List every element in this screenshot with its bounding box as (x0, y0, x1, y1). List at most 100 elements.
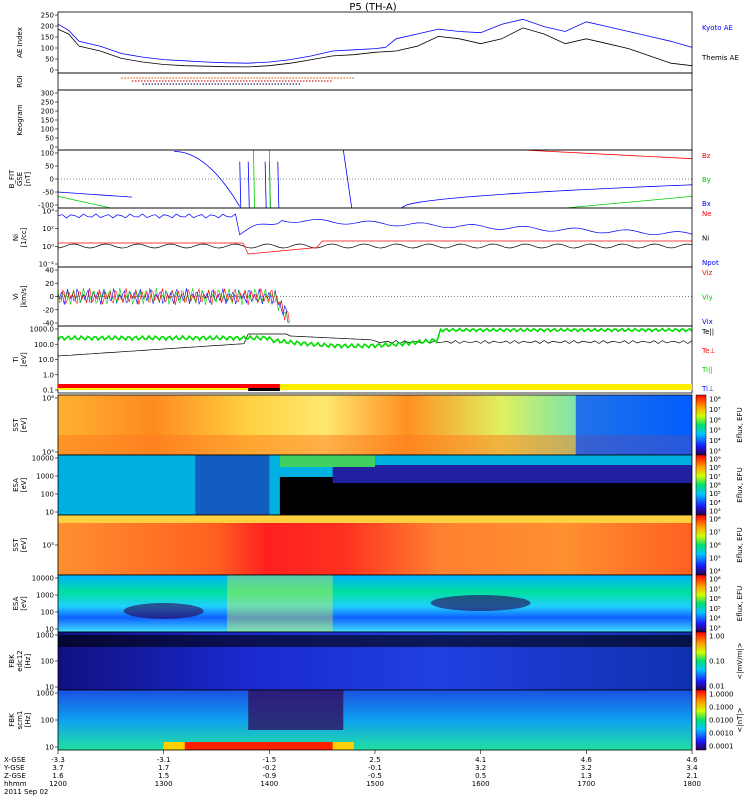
y-tick-label: 100 (41, 717, 54, 725)
colorbar-tick-label: 10⁵ (709, 427, 721, 435)
y-tick-label: 100 (41, 126, 54, 134)
legend-entry: Npot (702, 259, 719, 267)
y-tick-label: 50 (45, 135, 54, 143)
colorbar-tick-label: 10⁸ (709, 464, 721, 472)
legend-entry: Te⊥ (701, 347, 716, 355)
esa-e-band (332, 465, 692, 483)
colorbar-label: <|nT|> (736, 707, 744, 732)
y-axis-label: ESA (12, 478, 20, 492)
x-tick-label: -0.2 (262, 764, 276, 772)
panel-frame (57, 11, 693, 74)
ne-line (58, 240, 692, 255)
x-tick-label: 1400 (260, 780, 278, 788)
y-tick-label: -100 (38, 202, 54, 210)
y-tick-label: 0 (50, 144, 54, 152)
x-tick-label: 1800 (683, 780, 701, 788)
legend-entry: Viy (702, 294, 713, 302)
colorbar-tick-label: 0.10 (709, 658, 725, 666)
y-tick-label: -20 (43, 306, 54, 314)
vi-series-line (57, 287, 290, 324)
bx-spike (239, 161, 242, 209)
esa-e-band (195, 455, 270, 515)
colorbar (695, 454, 707, 516)
legend-entry: Bz (702, 152, 711, 160)
y-tick-label: 0.1 (43, 387, 54, 395)
x-tick-label: 1700 (577, 780, 595, 788)
x-tick-label: 1.7 (158, 764, 169, 772)
colorbar-tick-label: 10³ (709, 508, 721, 516)
x-axis-labels: X-GSE -3.3 -3.1 -1.5 2.5 4.1 4.6 4.6 Y-GSE 3.7 1.7… (3, 750, 701, 796)
y-axis-label: [Hz] (24, 713, 32, 728)
legend-entry: By (702, 176, 711, 184)
ae-series-line (57, 18, 693, 64)
y-tick-label: 10⁵ (42, 449, 54, 457)
x-tick-label: 3.2 (581, 764, 592, 772)
x-tick-label: 1600 (472, 780, 490, 788)
colorbar-tick-label: 10³ (709, 448, 721, 456)
y-axis-label: SST (12, 538, 20, 552)
colorbar-tick-label: 10⁶ (709, 595, 721, 603)
colorbar-tick-label: 10⁵ (709, 605, 721, 613)
fbk-scm1-band (248, 690, 344, 730)
y-tick-label: -50 (43, 189, 54, 197)
y-tick-label: 10000 (32, 455, 54, 463)
quality-flag-black (248, 388, 280, 391)
y-tick-label: 10 (45, 744, 54, 752)
y-tick-label: 10 (45, 684, 54, 692)
colorbar-tick-label: 10⁶ (709, 542, 721, 550)
y-tick-label: 250 (41, 99, 54, 107)
colorbar-tick-label: 10⁷ (709, 529, 721, 537)
y-axis-label: edc12 (16, 650, 24, 672)
y-axis-label: [eV] (20, 537, 28, 552)
bx-line (57, 191, 132, 198)
panel-frame (57, 149, 693, 209)
by-line (565, 196, 693, 209)
legend-entry: Vix (702, 318, 713, 326)
by-spike (268, 149, 271, 209)
y-tick-label: 0 (50, 176, 54, 184)
y-axis-label: AE Index (16, 27, 24, 58)
y-tick-label: 10 (45, 509, 54, 517)
y-tick-label: 10⁴ (42, 208, 54, 216)
colorbar-tick-label: 10⁵ (709, 490, 721, 498)
y-tick-label: 100.0 (34, 341, 54, 349)
y-tick-label: 1000.0 (30, 326, 55, 334)
y-tick-label: 1000 (36, 592, 54, 600)
x-row-label: Z-GSE (4, 772, 26, 780)
y-tick-label: 40 (45, 267, 54, 275)
y-axis-label: [eV] (20, 596, 28, 611)
colorbar-tick-label: 10⁶ (709, 416, 721, 424)
y-tick-label: 1000 (36, 690, 54, 698)
legend-entry: Ti⊥ (701, 385, 714, 393)
y-tick-label: 10000 (32, 575, 54, 583)
colorbar-tick-label: 10⁶ (709, 482, 721, 490)
x-tick-label: 4.6 (686, 756, 698, 764)
esa-ion-core (123, 603, 204, 619)
by-spike (253, 149, 255, 209)
colorbar-tick-label: 1.00 (709, 633, 725, 641)
colorbar-label: Eflux, EFU (736, 467, 744, 502)
x-row-label: X-GSE (4, 756, 26, 764)
colorbar-tick-label: 10³ (709, 625, 721, 633)
colorbar (695, 514, 707, 576)
y-tick-label: 10⁶ (42, 395, 54, 403)
y-tick-label: 1000 (36, 632, 54, 640)
by-line (57, 196, 111, 209)
y-tick-label: 1000 (36, 473, 54, 481)
y-tick-label: 200 (41, 23, 54, 31)
y-axis-label: Ti (12, 356, 20, 363)
x-tick-label: 1.3 (581, 772, 592, 780)
y-axis-label: ROI (16, 75, 24, 87)
colorbar-label: Eflux, EFU (736, 527, 744, 562)
y-axis-label: [eV] (20, 352, 28, 367)
colorbar-tick-label: 10⁸ (709, 576, 721, 584)
x-row-label: Y-GSE (3, 764, 25, 772)
x-tick-label: 1.5 (158, 772, 169, 780)
y-axis-label: Vi (12, 293, 20, 300)
legend-entry: Te|| (701, 328, 714, 336)
colorbar-tick-label: 0.0010 (709, 730, 734, 738)
y-tick-label: 20 (45, 280, 54, 288)
